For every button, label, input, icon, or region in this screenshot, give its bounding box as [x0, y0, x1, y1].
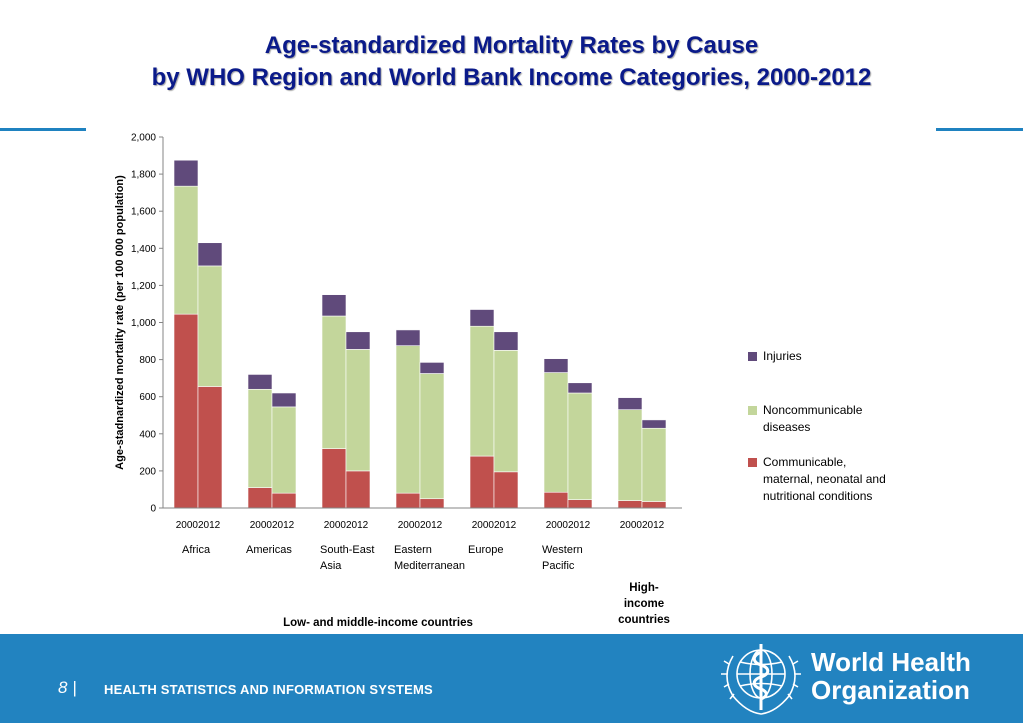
year-label-pair: 20002012	[250, 520, 295, 531]
footer-section-label: HEALTH STATISTICS AND INFORMATION SYSTEM…	[104, 682, 433, 697]
bar-segment-series-1	[173, 185, 199, 315]
legend-label-series-0: Communicable,	[763, 455, 846, 469]
bar-segment-series-0	[271, 492, 297, 509]
bar-segment-series-0	[197, 386, 223, 509]
bar-segment-series-0	[567, 499, 593, 509]
legend-label-series-1: Noncommunicable	[763, 403, 863, 417]
region-label: Pacific	[542, 560, 575, 572]
y-tick-label: 1,000	[131, 318, 156, 329]
who-name-line1: World Health	[811, 647, 971, 677]
legend-swatch-series-0	[748, 458, 757, 467]
bar-segment-series-1	[419, 373, 445, 500]
legend-label-series-1: diseases	[763, 420, 810, 434]
who-name-line2: Organization	[811, 675, 970, 705]
income-group-label-high: countries	[618, 614, 670, 626]
bar-segment-series-1	[543, 372, 569, 493]
year-label-pair: 20002012	[324, 520, 369, 531]
y-tick-label: 1,800	[131, 170, 156, 181]
title-rule-left	[0, 128, 86, 131]
legend-label-series-0: nutritional conditions	[763, 489, 872, 503]
slide-title-line1: Age-standardized Mortality Rates by Caus…	[264, 32, 759, 59]
bar-segment-series-1	[345, 349, 371, 472]
bar-segment-series-2	[493, 331, 519, 351]
bar-segment-series-0	[543, 491, 569, 509]
bar-segment-series-2	[321, 294, 347, 317]
bar-segment-series-0	[493, 471, 519, 509]
y-tick-label: 400	[139, 429, 156, 440]
income-group-label-high: income	[624, 598, 664, 610]
region-label: Europe	[468, 544, 503, 556]
bar-segment-series-0	[641, 501, 667, 509]
bar-segment-series-2	[395, 329, 421, 346]
title-rule-right	[936, 128, 1023, 131]
income-group-label-high: High-	[629, 582, 659, 594]
bar-segment-series-0	[419, 498, 445, 509]
y-tick-label: 1,400	[131, 244, 156, 255]
bar-segment-series-1	[197, 265, 223, 387]
bar-segment-series-2	[617, 397, 643, 410]
year-label-pair: 20002012	[546, 520, 591, 531]
bar-segment-series-2	[271, 392, 297, 408]
bar-segment-series-2	[173, 159, 199, 187]
bar-segment-series-1	[617, 409, 643, 501]
bar-segment-series-1	[493, 350, 519, 473]
bar-segment-series-0	[173, 313, 199, 509]
bar-segment-series-2	[543, 358, 569, 373]
year-label-pair: 20002012	[176, 520, 221, 531]
page-number-separator: |	[72, 678, 77, 697]
bar-segment-series-0	[247, 487, 273, 509]
region-label: Eastern	[394, 544, 432, 556]
y-axis-title: Age-stadnardized mortality rate (per 100…	[114, 175, 126, 470]
region-label: Africa	[182, 544, 211, 556]
y-tick-label: 600	[139, 392, 156, 403]
y-tick-label: 800	[139, 355, 156, 366]
y-tick-label: 2,000	[131, 133, 156, 144]
bar-segment-series-1	[321, 315, 347, 449]
bar-segment-series-2	[419, 362, 445, 374]
bar-segment-series-2	[345, 331, 371, 350]
mortality-chart: 0 200 400 600 800 1,000 1,200 1,400 1,600 1,800 2,…	[114, 133, 886, 630]
y-tick-label: 1,200	[131, 281, 156, 292]
year-label-pair: 20002012	[398, 520, 443, 531]
bar-segment-series-0	[617, 500, 643, 509]
bar-segment-series-0	[345, 470, 371, 509]
who-emblem-icon	[721, 644, 801, 715]
region-label: South-East	[320, 544, 374, 556]
bar-segment-series-0	[469, 455, 495, 509]
bar-segment-series-2	[641, 419, 667, 429]
legend-swatch-series-2	[748, 352, 757, 361]
y-tick-label: 0	[150, 504, 156, 515]
region-label: Mediterranean	[394, 560, 465, 572]
legend-swatch-series-1	[748, 406, 757, 415]
income-group-label-low-middle: Low- and middle-income countries	[283, 617, 473, 629]
footer-bar	[0, 634, 1023, 723]
year-label-pair: 20002012	[620, 520, 665, 531]
y-tick-label: 200	[139, 466, 156, 477]
bar-segment-series-1	[247, 388, 273, 488]
page-number: 8 |	[58, 678, 77, 698]
bar-segment-series-0	[395, 492, 421, 509]
bar-segment-series-1	[271, 406, 297, 494]
bar-segment-series-2	[247, 374, 273, 390]
region-label: Americas	[246, 544, 292, 556]
year-label-pair: 20002012	[472, 520, 517, 531]
page-number-value: 8	[58, 678, 68, 697]
legend-label-series-0: maternal, neonatal and	[763, 472, 886, 486]
bar-segment-series-1	[395, 345, 421, 494]
bar-segment-series-1	[469, 325, 495, 457]
y-tick-label: 1,600	[131, 207, 156, 218]
bar-segment-series-1	[641, 427, 667, 502]
legend-label-series-2: Injuries	[763, 349, 802, 363]
bar-segment-series-0	[321, 448, 347, 509]
bar-segment-series-2	[469, 309, 495, 327]
bar-segment-series-2	[567, 382, 593, 394]
bar-segment-series-1	[567, 392, 593, 500]
slide-title-line2: by WHO Region and World Bank Income Cate…	[151, 64, 872, 91]
region-label: Western	[542, 544, 583, 556]
region-label: Asia	[320, 560, 342, 572]
bar-segment-series-2	[197, 242, 223, 267]
